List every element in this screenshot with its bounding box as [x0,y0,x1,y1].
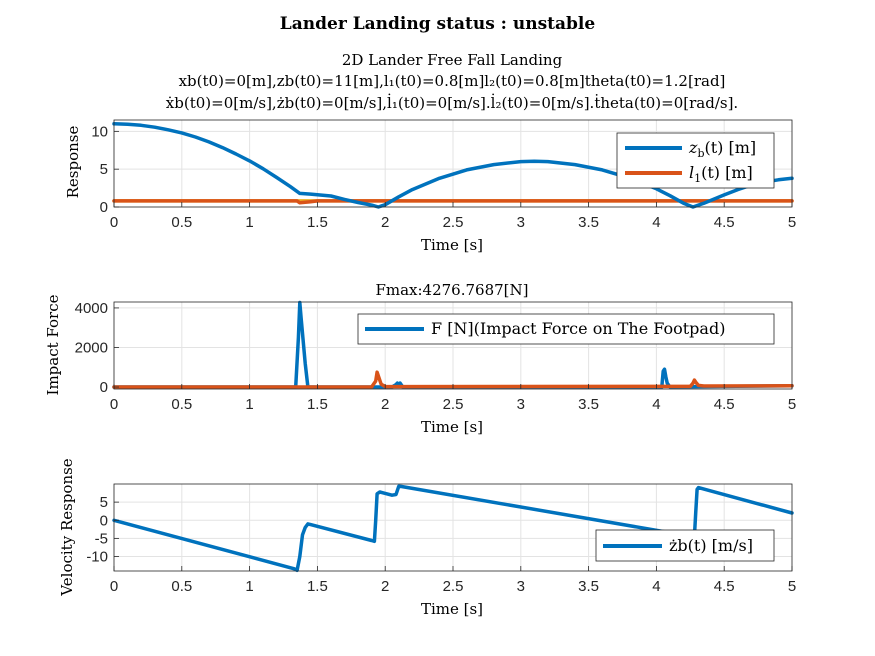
subplot-velocity-xlabel: Time [s] [421,600,483,618]
xtick-label: 2.5 [443,214,464,231]
series-line-response-0 [112,122,794,209]
ytick-label: 0 [100,379,108,396]
legend-response: zb(t) [m] l1(t) [m] [616,132,775,189]
xtick-label: 5 [788,214,796,231]
legend-label-force: F [N](Impact Force on The Footpad) [431,319,725,338]
legend-impact-force: F [N](Impact Force on The Footpad) [357,313,775,345]
xtick-label: 4.5 [714,214,735,231]
legend-velocity: żb(t) [m/s] [595,529,775,562]
xtick-label: 4 [652,396,660,413]
subplot-impact-force-xlabel: Time [s] [421,418,483,436]
xtick-label: 3.5 [578,578,599,595]
legend-label-velocity: żb(t) [m/s] [669,536,753,555]
xtick-label: 1.5 [307,214,328,231]
xtick-label: 1.5 [307,396,328,413]
xtick-label: 3 [517,578,525,595]
series-line-velocity-0 [112,484,794,573]
legend-impact-force-box [357,313,775,345]
xtick-label: 1 [245,396,253,413]
legend-response-box [616,132,775,189]
xtick-label: 3.5 [578,396,599,413]
series-line-impact-force-1 [112,370,794,389]
xtick-label: 0 [110,578,118,595]
xtick-label: 1 [245,578,253,595]
ytick-label: 2000 [75,339,108,356]
xtick-label: 1.5 [307,578,328,595]
xtick-label: 5 [788,578,796,595]
subplot-velocity-ylabel: Velocity Response [58,458,76,596]
legend-label-zb: zb(t) [m] [688,138,756,160]
ytick-label: 5 [100,494,108,511]
xtick-label: 2 [381,578,389,595]
xtick-label: 4.5 [714,396,735,413]
subplot-impact-force-ylabel: Impact Force [44,294,62,395]
figure-suptitle: Lander Landing status : unstable [280,14,596,34]
xtick-label: 2.5 [443,578,464,595]
xtick-label: 3 [517,214,525,231]
xtick-label: 0.5 [171,578,192,595]
ytick-label: 0 [100,199,108,216]
subplot-velocity: 0 0.5 1 1.5 2 2.5 3 3.5 4 4.5 5-10-505 Time [s] Ve… [58,458,796,618]
xtick-label: 5 [788,396,796,413]
ytick-label: -10 [86,549,108,566]
xtick-label: 0 [110,396,118,413]
ytick-label: 5 [100,161,108,178]
xtick-label: 4.5 [714,578,735,595]
ytick-label: 0 [100,512,108,529]
legend-label-l1: l1(t) [m] [689,163,753,185]
ytick-label: -5 [95,530,108,547]
xtick-label: 1 [245,214,253,231]
ytick-label: 10 [91,123,108,140]
xtick-label: 2 [381,396,389,413]
xtick-label: 2.5 [443,396,464,413]
xtick-label: 0.5 [171,396,192,413]
series-line-impact-force-0 [112,300,794,389]
xtick-label: 4 [652,214,660,231]
series-line-response-1 [112,199,794,205]
subplot-response-title-line3: ẋb(t0)=0[m/s],żb(t0)=0[m/s],l̇₁(t0)=0[m/… [166,94,738,112]
subplot-response-title-line2: xb(t0)=0[m],zb(t0)=11[m],l₁(t0)=0.8[m]l₂… [179,72,726,90]
subplot-impact-force-title: Fmax:4276.7687[N] [375,281,528,299]
subplot-impact-force: Fmax:4276.7687[N] 0 0.5 1 1.5 2 2.5 3 3.5 4 4.5 5 0… [44,281,796,436]
xtick-label: 3.5 [578,214,599,231]
subplot-response-ylabel: Response [64,126,82,199]
subplot-response-xlabel: Time [s] [421,236,483,254]
subplot-response: 2D Lander Free Fall Landing xb(t0)=0[m],… [64,51,796,254]
xtick-label: 4 [652,578,660,595]
xtick-label: 0.5 [171,214,192,231]
subplot-response-title-line1: 2D Lander Free Fall Landing [342,51,563,69]
ytick-label: 4000 [75,300,108,317]
xtick-label: 0 [110,214,118,231]
xtick-label: 2 [381,214,389,231]
xtick-label: 3 [517,396,525,413]
